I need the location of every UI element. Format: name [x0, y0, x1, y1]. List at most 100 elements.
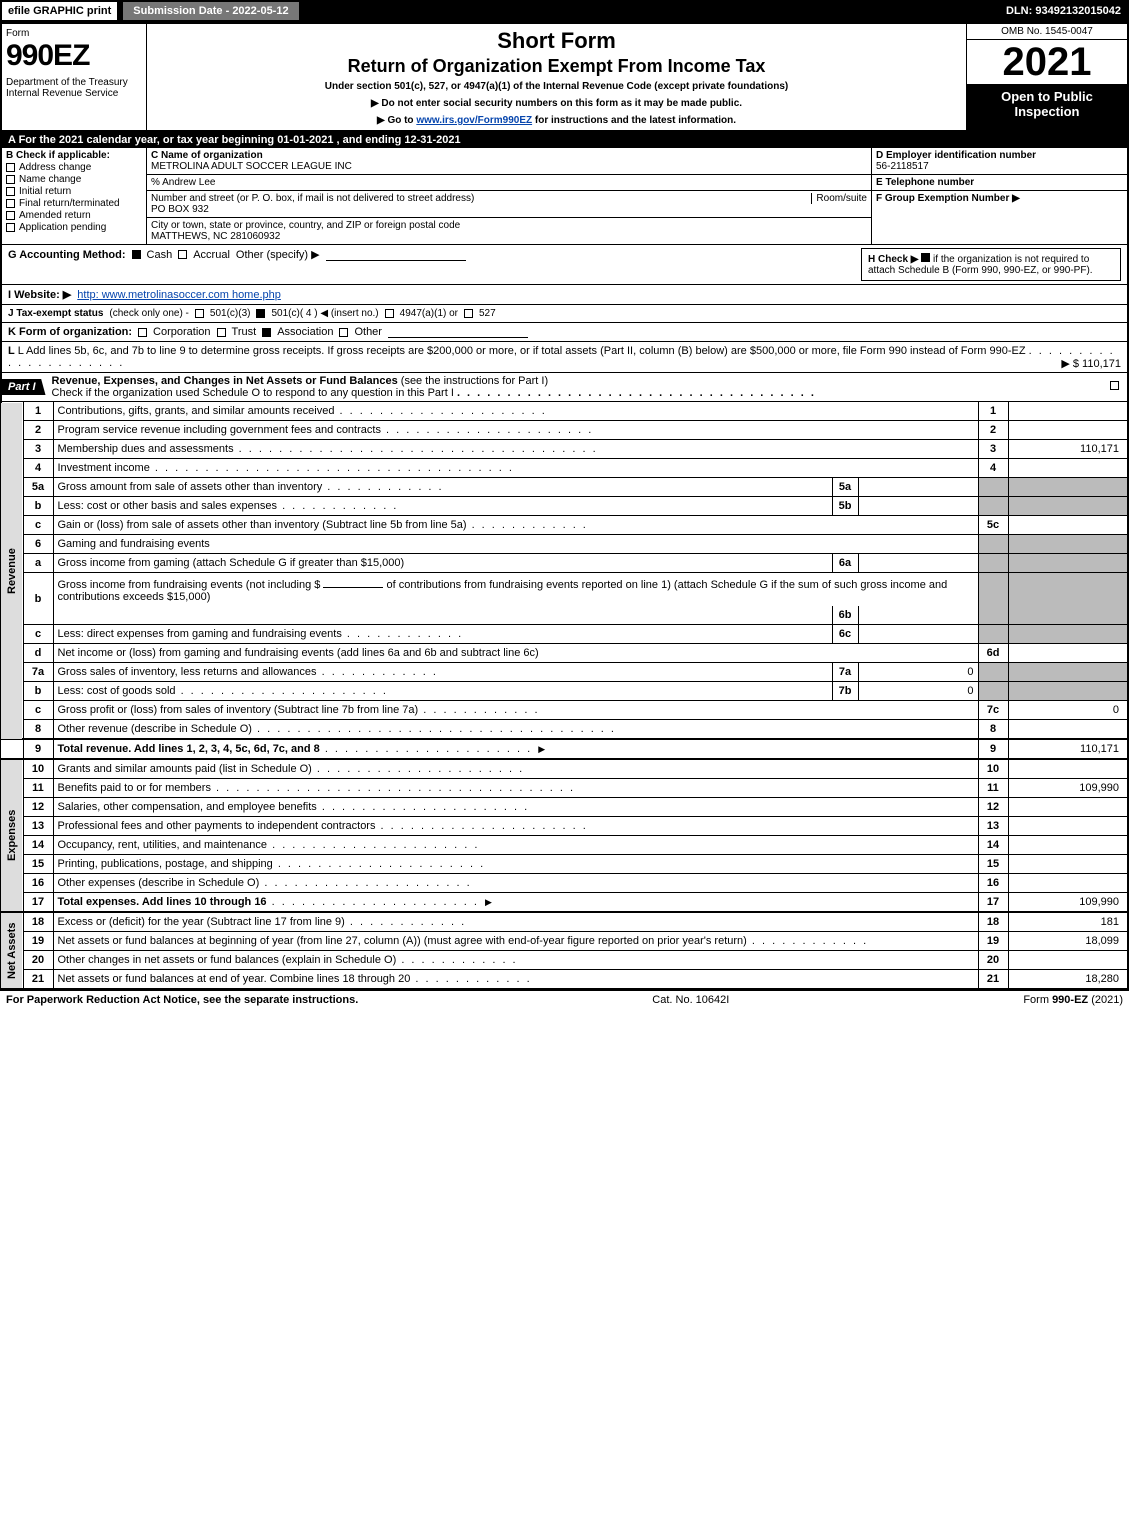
line-12-desc: Salaries, other compensation, and employ… — [58, 801, 317, 813]
ein-value: 56-2118517 — [876, 161, 1123, 172]
line-l-amount: ▶ $ 110,171 — [1061, 357, 1121, 370]
line-g: G Accounting Method: Cash Accrual Other … — [8, 248, 466, 261]
line-12-rn: 12 — [978, 798, 1008, 817]
lbl-trust: Trust — [232, 326, 257, 338]
lbl-initial-return: Initial return — [19, 186, 71, 197]
line-5a-iv — [858, 478, 978, 497]
footer-right-pre: Form — [1023, 994, 1052, 1006]
form-header: Form 990EZ Department of the Treasury In… — [0, 22, 1129, 132]
line-6d-desc: Net income or (loss) from gaming and fun… — [58, 647, 539, 659]
lbl-corporation: Corporation — [153, 326, 210, 338]
line-5c-num: c — [23, 516, 53, 535]
section-b: B Check if applicable: Address change Na… — [2, 148, 147, 244]
line-4-val — [1008, 459, 1128, 478]
line-7b-desc: Less: cost of goods sold — [58, 685, 176, 697]
section-c-label: C Name of organization — [151, 150, 263, 161]
line-5b-rv-grey — [1008, 497, 1128, 516]
line-9-desc: Total revenue. Add lines 1, 2, 3, 4, 5c,… — [58, 743, 320, 755]
line-5a-num: 5a — [23, 478, 53, 497]
line-16-val — [1008, 874, 1128, 893]
subtitle-code: Under section 501(c), 527, or 4947(a)(1)… — [153, 81, 960, 92]
chk-association[interactable] — [262, 328, 271, 337]
line-17-rn: 17 — [978, 893, 1008, 913]
line-2-rn: 2 — [978, 421, 1008, 440]
line-18-val: 181 — [1008, 912, 1128, 932]
line-13-num: 13 — [23, 817, 53, 836]
chk-501c[interactable] — [256, 309, 265, 318]
tax-year: 2021 — [967, 40, 1127, 85]
line-2-num: 2 — [23, 421, 53, 440]
line-7c-val: 0 — [1008, 701, 1128, 720]
chk-schedule-b-not-required[interactable] — [921, 253, 930, 262]
chk-application-pending[interactable] — [6, 223, 15, 232]
section-d-e-f: D Employer identification number 56-2118… — [872, 148, 1127, 244]
chk-accrual[interactable] — [178, 250, 187, 259]
line-6d-val — [1008, 644, 1128, 663]
chk-trust[interactable] — [217, 328, 226, 337]
line-7a-rv-grey — [1008, 663, 1128, 682]
line-15-num: 15 — [23, 855, 53, 874]
line-5a-rn-grey — [978, 478, 1008, 497]
line-19-val: 18,099 — [1008, 932, 1128, 951]
chk-name-change[interactable] — [6, 175, 15, 184]
addr-label: Number and street (or P. O. box, if mail… — [151, 193, 812, 204]
line-6c-iv — [858, 625, 978, 644]
line-7c-desc: Gross profit or (loss) from sales of inv… — [58, 704, 419, 716]
line-10-num: 10 — [23, 759, 53, 779]
chk-amended-return[interactable] — [6, 211, 15, 220]
city-label: City or town, state or province, country… — [151, 220, 867, 231]
subtitle-goto: ▶ Go to www.irs.gov/Form990EZ for instru… — [153, 115, 960, 126]
efile-label[interactable]: efile GRAPHIC print — [0, 0, 119, 22]
line-6a-num: a — [23, 554, 53, 573]
line-4-num: 4 — [23, 459, 53, 478]
line-k-label: K Form of organization: — [8, 326, 132, 338]
line-18-num: 18 — [23, 912, 53, 932]
line-7b-iv: 0 — [858, 682, 978, 701]
line-2-desc: Program service revenue including govern… — [58, 424, 381, 436]
website-link[interactable]: http: www.metrolinasoccer.com home.php — [77, 289, 281, 301]
goto-post: for instructions and the latest informat… — [532, 115, 736, 126]
chk-other-org[interactable] — [339, 328, 348, 337]
line-7c-rn: 7c — [978, 701, 1008, 720]
footer-cat-no: Cat. No. 10642I — [652, 994, 729, 1006]
chk-corporation[interactable] — [138, 328, 147, 337]
chk-address-change[interactable] — [6, 163, 15, 172]
chk-initial-return[interactable] — [6, 187, 15, 196]
city-value: MATTHEWS, NC 281060932 — [151, 231, 867, 242]
line-6b-num: b — [23, 573, 53, 625]
care-of: % Andrew Lee — [147, 175, 871, 191]
line-15-desc: Printing, publications, postage, and shi… — [58, 858, 273, 870]
line-10-val — [1008, 759, 1128, 779]
line-3-val: 110,171 — [1008, 440, 1128, 459]
line-19-desc: Net assets or fund balances at beginning… — [58, 935, 747, 947]
chk-527[interactable] — [464, 309, 473, 318]
line-7b-rv-grey — [1008, 682, 1128, 701]
chk-4947[interactable] — [385, 309, 394, 318]
line-i-label: I Website: ▶ — [8, 288, 71, 301]
other-specify-input[interactable] — [326, 249, 466, 261]
part-i-title-note: (see the instructions for Part I) — [401, 375, 548, 387]
line-6d-num: d — [23, 644, 53, 663]
line-5b-num: b — [23, 497, 53, 516]
line-h-box: H Check ▶ if the organization is not req… — [861, 248, 1121, 281]
lbl-amended-return: Amended return — [19, 210, 91, 221]
chk-final-return[interactable] — [6, 199, 15, 208]
line-1-num: 1 — [23, 402, 53, 421]
irs-link[interactable]: www.irs.gov/Form990EZ — [416, 115, 532, 126]
other-org-input[interactable] — [388, 326, 528, 338]
line-6b-in: 6b — [832, 606, 858, 625]
form-number: 990EZ — [6, 39, 142, 73]
line-6a-iv — [858, 554, 978, 573]
chk-cash[interactable] — [132, 250, 141, 259]
header-right: OMB No. 1545-0047 2021 Open to Public In… — [967, 24, 1127, 130]
line-1-desc: Contributions, gifts, grants, and simila… — [58, 405, 335, 417]
line-5b-in: 5b — [832, 497, 858, 516]
line-10-desc: Grants and similar amounts paid (list in… — [58, 763, 312, 775]
chk-501c3[interactable] — [195, 309, 204, 318]
street-address: PO BOX 932 — [151, 204, 867, 215]
line-6b-blank[interactable] — [323, 576, 383, 588]
line-10-rn: 10 — [978, 759, 1008, 779]
line-14-rn: 14 — [978, 836, 1008, 855]
chk-schedule-o-used[interactable] — [1110, 381, 1119, 390]
line-5a-in: 5a — [832, 478, 858, 497]
